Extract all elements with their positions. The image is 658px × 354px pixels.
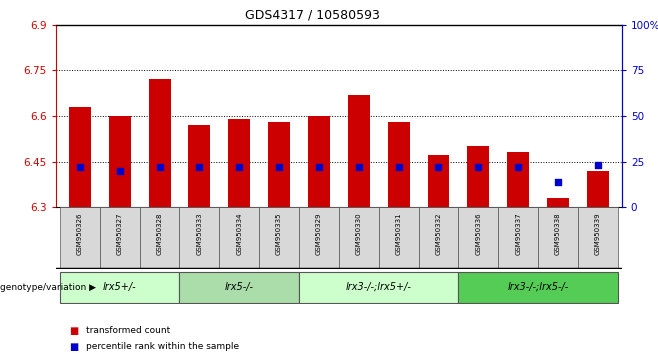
Text: GSM950338: GSM950338 — [555, 212, 561, 255]
Bar — [578, 207, 618, 269]
Bar — [149, 80, 170, 207]
Bar — [180, 207, 219, 269]
Text: GSM950334: GSM950334 — [236, 212, 242, 255]
Bar — [180, 273, 299, 303]
Text: GSM950339: GSM950339 — [595, 212, 601, 255]
Bar — [308, 116, 330, 207]
Bar — [228, 119, 250, 207]
Bar — [339, 207, 379, 269]
Point — [154, 164, 164, 170]
Bar — [299, 207, 339, 269]
Bar — [388, 122, 409, 207]
Bar — [348, 95, 370, 207]
Text: GSM950336: GSM950336 — [475, 212, 482, 255]
Bar — [188, 125, 211, 207]
Bar — [379, 207, 418, 269]
Text: lrx5-/-: lrx5-/- — [225, 282, 254, 292]
Bar — [299, 273, 459, 303]
Bar — [259, 207, 299, 269]
Bar — [498, 207, 538, 269]
Text: ■: ■ — [69, 342, 78, 352]
Text: percentile rank within the sample: percentile rank within the sample — [86, 342, 239, 352]
Text: lrx5+/-: lrx5+/- — [103, 282, 136, 292]
Text: GSM950333: GSM950333 — [196, 212, 203, 255]
Text: GSM950327: GSM950327 — [116, 212, 122, 255]
Text: genotype/variation ▶: genotype/variation ▶ — [0, 283, 96, 292]
Bar — [467, 146, 490, 207]
Bar — [459, 273, 618, 303]
Bar — [538, 207, 578, 269]
Point — [194, 164, 205, 170]
Text: lrx3-/-;lrx5+/-: lrx3-/-;lrx5+/- — [346, 282, 412, 292]
Point — [553, 179, 563, 184]
Text: lrx3-/-;lrx5-/-: lrx3-/-;lrx5-/- — [507, 282, 569, 292]
Text: GSM950331: GSM950331 — [395, 212, 401, 255]
Bar — [69, 107, 91, 207]
Bar — [459, 207, 498, 269]
Point — [74, 164, 85, 170]
Point — [393, 164, 404, 170]
Bar — [60, 207, 100, 269]
Point — [433, 164, 443, 170]
Bar — [268, 122, 290, 207]
Text: GSM950328: GSM950328 — [157, 212, 163, 255]
Point — [234, 164, 245, 170]
Point — [114, 168, 125, 173]
Bar — [60, 273, 180, 303]
Point — [593, 162, 603, 168]
Bar — [418, 207, 459, 269]
Text: GSM950337: GSM950337 — [515, 212, 521, 255]
Bar — [100, 207, 139, 269]
Text: GSM950332: GSM950332 — [436, 212, 442, 255]
Point — [274, 164, 284, 170]
Bar — [219, 207, 259, 269]
Text: GSM950335: GSM950335 — [276, 212, 282, 255]
Point — [353, 164, 364, 170]
Text: GDS4317 / 10580593: GDS4317 / 10580593 — [245, 9, 380, 22]
Bar — [139, 207, 180, 269]
Text: GSM950330: GSM950330 — [356, 212, 362, 255]
Text: GSM950326: GSM950326 — [77, 212, 83, 255]
Point — [314, 164, 324, 170]
Text: transformed count: transformed count — [86, 326, 170, 336]
Bar — [547, 198, 569, 207]
Text: ■: ■ — [69, 326, 78, 336]
Bar — [507, 152, 529, 207]
Bar — [109, 116, 131, 207]
Text: GSM950329: GSM950329 — [316, 212, 322, 255]
Bar — [428, 155, 449, 207]
Point — [473, 164, 484, 170]
Point — [513, 164, 524, 170]
Bar — [587, 171, 609, 207]
